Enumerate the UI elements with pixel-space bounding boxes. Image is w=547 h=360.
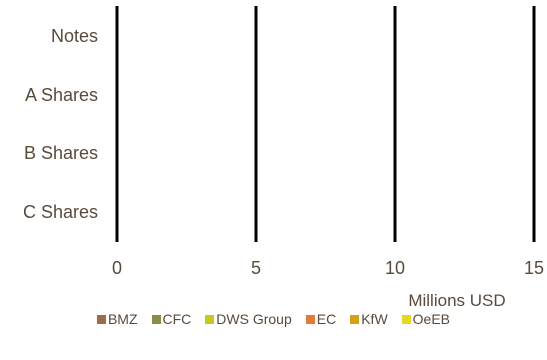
legend-item: EC: [305, 311, 337, 327]
legend-item: DWS Group: [205, 311, 292, 327]
legend-swatch: [96, 314, 106, 324]
legend-label: DWS Group: [216, 311, 292, 327]
legend: BMZ CFC DWS Group EC KfW OeEB: [0, 311, 547, 327]
x-tick-label: 15: [524, 258, 544, 278]
legend-swatch: [401, 314, 411, 324]
legend-swatch: [350, 314, 360, 324]
x-tick-labels: 0 5 10 15: [112, 258, 544, 278]
legend-label: KfW: [361, 311, 388, 327]
category-label: B Shares: [24, 143, 98, 163]
category-labels: Notes A Shares B Shares C Shares: [23, 26, 98, 222]
legend-swatch: [205, 314, 215, 324]
legend-label: OeEB: [412, 311, 451, 327]
legend-item: OeEB: [401, 311, 451, 327]
legend-item: BMZ: [96, 311, 138, 327]
x-axis-title: Millions USD: [408, 291, 505, 310]
legend-label: EC: [316, 311, 337, 327]
x-tick-label: 5: [251, 258, 261, 278]
legend-label: CFC: [162, 311, 192, 327]
legend-label: BMZ: [107, 311, 138, 327]
legend-item: KfW: [350, 311, 388, 327]
category-label: Notes: [51, 26, 98, 46]
legend-item: CFC: [151, 311, 192, 327]
gridlines: [115, 6, 536, 242]
x-tick-label: 10: [385, 258, 405, 278]
legend-swatch: [305, 314, 315, 324]
category-label: C Shares: [23, 202, 98, 222]
category-label: A Shares: [25, 85, 98, 105]
x-tick-label: 0: [112, 258, 122, 278]
legend-swatch: [151, 314, 161, 324]
